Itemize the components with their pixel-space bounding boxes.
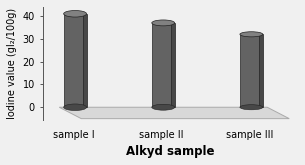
Ellipse shape xyxy=(152,20,175,26)
Bar xyxy=(240,34,259,107)
Bar xyxy=(152,23,171,107)
Ellipse shape xyxy=(64,11,87,17)
Bar xyxy=(259,34,263,107)
Bar xyxy=(83,14,87,107)
X-axis label: Alkyd sample: Alkyd sample xyxy=(126,145,214,158)
Ellipse shape xyxy=(240,32,263,37)
Y-axis label: Iodine value (gI₂/100g): Iodine value (gI₂/100g) xyxy=(7,8,17,119)
Polygon shape xyxy=(59,107,289,119)
Ellipse shape xyxy=(152,104,175,110)
Bar xyxy=(64,14,83,107)
Ellipse shape xyxy=(240,105,263,110)
Ellipse shape xyxy=(64,104,87,111)
Bar xyxy=(171,23,175,107)
